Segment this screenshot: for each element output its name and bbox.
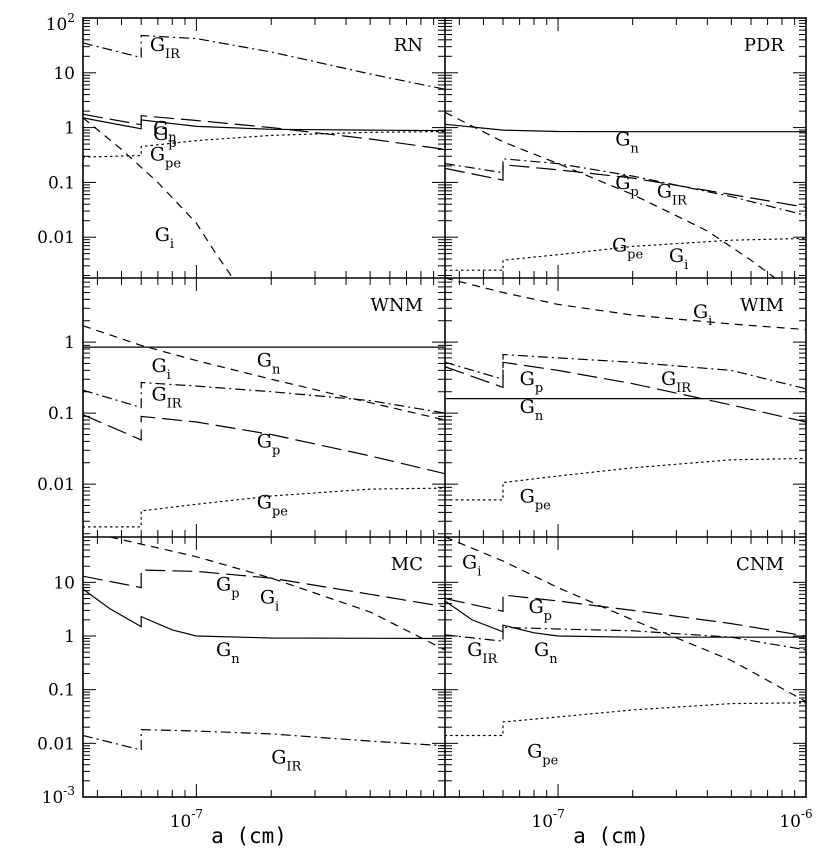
curve-label-g-pe: Gpe <box>257 492 289 520</box>
curve-label-g-pe: Gpe <box>520 486 552 514</box>
x-tick-label: 10-7 <box>170 807 203 832</box>
series-g-i <box>83 325 445 421</box>
y-tick-label: 0.01 <box>37 228 75 248</box>
series-g-pe <box>83 487 445 528</box>
panel-name: CNM <box>736 554 784 575</box>
series-g-p <box>445 164 806 208</box>
x-tick-label: 10-6 <box>779 807 812 832</box>
curve-label-g-i: Gi <box>151 355 170 383</box>
curve-label-g-n: Gn <box>615 129 639 157</box>
series-g-p <box>83 113 445 150</box>
curve-label-g-ir: GIR <box>467 639 498 667</box>
series-g-ir <box>83 34 445 90</box>
curve-label-g-pe: Gpe <box>527 740 559 768</box>
y-tick-label: 10-3 <box>42 784 75 808</box>
y-tick-label: 1 <box>64 333 75 353</box>
y-tick-label: 102 <box>46 11 75 35</box>
series-g-ir <box>83 728 445 751</box>
x-tick-label: 10-7 <box>531 807 564 832</box>
series-g-i <box>445 537 806 703</box>
curve-label-g-i: Gi <box>693 301 712 329</box>
curve-label-g-i: Gi <box>669 245 688 273</box>
panel-name: RN <box>394 35 423 56</box>
y-tick-label: 0.01 <box>37 734 75 754</box>
y-tick-label: 0.1 <box>48 404 75 424</box>
curve-label-g-ir: GIR <box>150 34 181 62</box>
series-g-pe <box>83 130 445 158</box>
series-g-i <box>109 537 445 651</box>
x-axis-title: a (cm) <box>211 824 287 848</box>
series-g-ir <box>83 381 445 414</box>
series-g-i <box>445 111 776 278</box>
series-g-p <box>445 361 806 423</box>
curve-label-g-ir: GIR <box>271 747 302 775</box>
x-axis-title: a (cm) <box>573 824 649 848</box>
curve-label-g-p: Gp <box>520 368 544 396</box>
curve-label-g-p: Gp <box>216 574 240 602</box>
curve-label-g-ir: GIR <box>661 368 692 396</box>
series-g-ir <box>445 158 806 216</box>
y-tick-label: 0.1 <box>48 681 75 701</box>
series-g-pe <box>445 702 806 737</box>
y-tick-label: 10 <box>53 573 75 593</box>
series-g-ir <box>445 626 806 651</box>
curve-label-g-n: Gn <box>520 396 544 424</box>
series-g-n <box>445 600 806 638</box>
series-g-i <box>445 278 806 331</box>
series-g-p <box>83 414 445 475</box>
y-tick-label: 10 <box>53 64 75 84</box>
y-tick-label: 1 <box>64 627 75 647</box>
curve-label-g-n: Gn <box>534 639 558 667</box>
curve-label-g-n: Gn <box>216 639 240 667</box>
panel-name: PDR <box>744 35 785 56</box>
curve-label-g-ir: GIR <box>151 384 182 412</box>
series-g-p <box>83 569 445 608</box>
y-tick-label: 0.1 <box>48 173 75 193</box>
curve-label-g-i: Gi <box>155 224 174 252</box>
curve-label-g-i: Gi <box>462 552 481 580</box>
series-g-n <box>445 123 806 133</box>
series-g-n <box>83 117 445 132</box>
y-tick-label: 0.01 <box>37 475 75 495</box>
series-g-pe <box>445 457 806 501</box>
series-g-ir <box>445 353 806 390</box>
series-g-i <box>83 117 234 278</box>
curve-label-g-p: Gp <box>257 430 281 458</box>
panel-name: WIM <box>740 295 784 316</box>
panel-name: WNM <box>370 295 423 316</box>
curve-label-g-i: Gi <box>260 587 279 615</box>
series-g-pe <box>445 237 806 271</box>
y-tick-label: 1 <box>64 119 75 139</box>
series-g-n <box>83 588 445 640</box>
curve-label-g-n: Gn <box>257 350 281 378</box>
series-g-p <box>445 594 806 637</box>
panel-mc: Gp Gi Gn GIR MC <box>83 536 446 798</box>
curve-label-g-pe: Gpe <box>612 234 644 262</box>
panel-wim: Gi Gp GIR Gn Gpe WIM <box>445 277 807 537</box>
panel-name: MC <box>391 554 423 575</box>
